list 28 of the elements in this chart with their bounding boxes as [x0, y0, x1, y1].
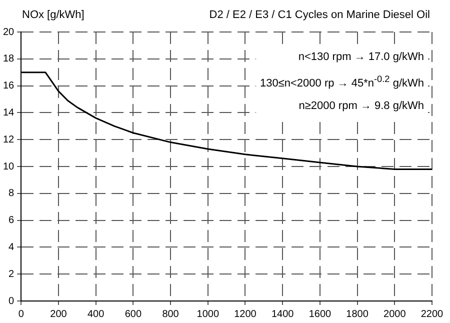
x-tick-label: 400 — [87, 308, 105, 320]
annotation: n<130 rpm → 17.0 g/kWh — [297, 50, 424, 65]
x-tick-label: 800 — [162, 308, 180, 320]
x-tick-label: 200 — [50, 308, 68, 320]
y-tick-label: 0 — [8, 296, 15, 307]
y-tick-label: 12 — [3, 134, 15, 146]
y-tick-label: 6 — [8, 215, 15, 226]
chart-title: D2 / E2 / E3 / C1 Cycles on Marine Diesel Oil — [209, 9, 430, 21]
y-tick-label: 20 — [3, 26, 15, 38]
y-tick-label: 8 — [8, 188, 15, 200]
annotation: 130≤n<2000 rp → 45*n$^{-0.2}$ g/kWh — [260, 73, 424, 92]
x-tick-label: 1400 — [271, 308, 294, 320]
x-tick-label: 1200 — [234, 308, 257, 320]
x-tick-label: 600 — [124, 308, 142, 320]
y-tick-label: 10 — [3, 161, 15, 172]
y-axis-title: NOx [g/kWh] — [22, 9, 84, 21]
x-tick-label: 1800 — [346, 308, 369, 320]
y-tick-label: 16 — [3, 80, 15, 92]
y-tick-label: 4 — [8, 242, 15, 253]
y-tick-label: 18 — [3, 54, 15, 65]
x-tick-label: 0 — [18, 308, 24, 320]
annotation: n≥2000 rpm → 9.8 g/kWh — [298, 98, 424, 114]
x-tick-label: 2000 — [384, 308, 406, 320]
y-tick-label: 14 — [3, 107, 15, 118]
x-tick-label: 1600 — [308, 308, 332, 320]
x-tick-label: 1000 — [196, 308, 220, 320]
x-tick-label: 2200 — [420, 308, 444, 320]
y-tick-label: 2 — [8, 268, 15, 280]
